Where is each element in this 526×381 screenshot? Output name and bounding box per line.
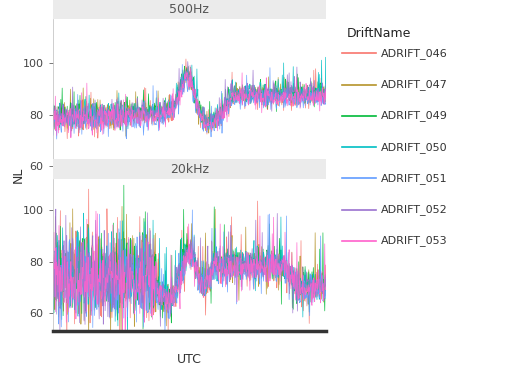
Text: ADRIFT_046: ADRIFT_046	[381, 48, 448, 59]
Text: ADRIFT_053: ADRIFT_053	[381, 235, 448, 246]
Text: 500Hz: 500Hz	[169, 3, 209, 16]
Bar	[53, 0, 326, 19]
Bar	[53, 159, 326, 179]
Text: DriftName: DriftName	[347, 27, 411, 40]
Text: 20kHz: 20kHz	[170, 163, 209, 176]
Text: ADRIFT_050: ADRIFT_050	[381, 142, 448, 152]
Text: ADRIFT_052: ADRIFT_052	[381, 204, 448, 215]
Text: ADRIFT_049: ADRIFT_049	[381, 110, 448, 121]
Text: NL: NL	[12, 167, 25, 183]
Text: ADRIFT_051: ADRIFT_051	[381, 173, 448, 184]
Text: ADRIFT_047: ADRIFT_047	[381, 79, 448, 90]
Text: UTC: UTC	[177, 353, 202, 366]
